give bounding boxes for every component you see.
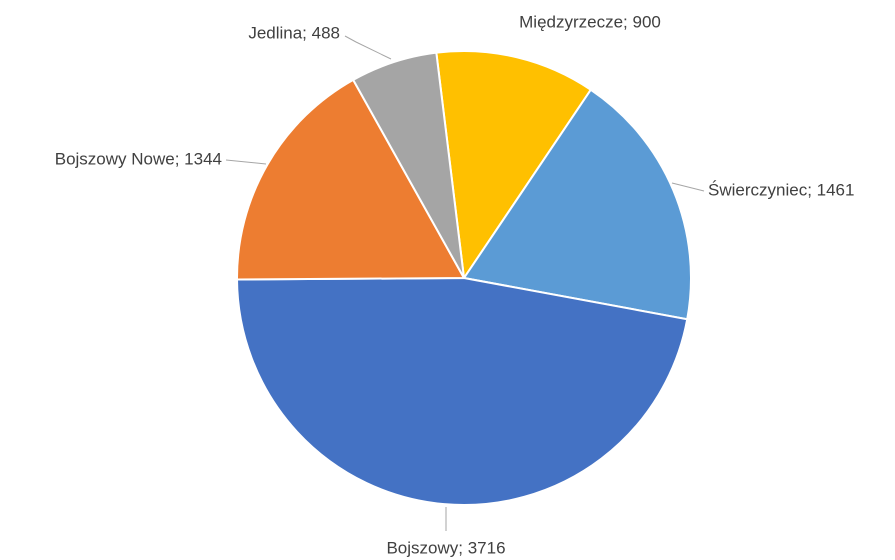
pie-slice (435, 50, 593, 281)
data-label: Świerczyniec; 1461 (708, 180, 854, 199)
data-label: Międzyrzecze; 900 (519, 12, 661, 31)
data-label: Jedlina; 488 (248, 23, 340, 42)
data-label: Bojszowy Nowe; 1344 (55, 149, 222, 168)
pie-slice (351, 51, 465, 279)
leader-line (671, 182, 705, 192)
pie-slice (236, 78, 466, 281)
pie-slice (462, 88, 692, 321)
leader-line (225, 159, 267, 165)
pie-slice (235, 276, 689, 506)
leader-line (344, 35, 392, 60)
data-label: Bojszowy; 3716 (386, 538, 505, 557)
